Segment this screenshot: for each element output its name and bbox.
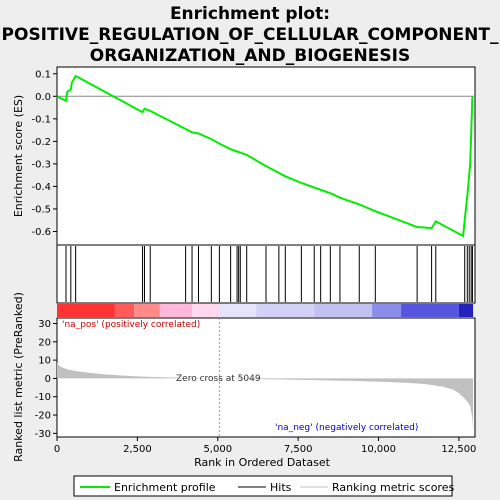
title-line-3: ORGANIZATION_AND_BIOGENESIS	[90, 46, 410, 66]
metric-y-tick-label: -20	[35, 411, 51, 422]
metric-y-tick-label: 20	[38, 337, 51, 348]
metric-y-axis: 30 20 10 0 -10 -20 -30	[35, 319, 57, 440]
zero-cross-label: Zero cross at 5049	[176, 374, 261, 384]
es-panel	[57, 67, 475, 245]
metric-y-label: Ranked list metric (PreRanked)	[12, 292, 25, 462]
es-y-tick-label: -0.3	[31, 159, 51, 170]
metric-y-tick-label: 30	[38, 319, 51, 330]
heat-bar-segment	[115, 304, 134, 317]
es-y-tick-label: -0.4	[31, 182, 51, 193]
es-y-tick-label: -0.2	[31, 137, 51, 148]
es-y-axis: 0.1 0.0 -0.1 -0.2 -0.3 -0.4 -0.5 -0.6	[31, 69, 57, 238]
rank-x-tick-label: 7,500	[284, 444, 313, 455]
negative-correlation-label: 'na_neg' (negatively correlated)	[275, 423, 418, 433]
title-line-1: Enrichment plot:	[170, 4, 330, 24]
legend-hits-label: Hits	[270, 481, 292, 494]
rank-x-tick-label: 5,000	[203, 444, 232, 455]
heat-bar-segment	[459, 304, 473, 317]
legend-enrichment-label: Enrichment profile	[114, 481, 216, 494]
heat-bar-segment	[256, 304, 314, 317]
title-line-2: POSITIVE_REGULATION_OF_CELLULAR_COMPONEN…	[2, 25, 499, 45]
heat-bar-segment	[372, 304, 401, 317]
es-y-tick-label: -0.6	[31, 227, 51, 238]
es-y-label: Enrichment score (ES)	[12, 95, 25, 217]
positive-correlation-label: 'na_pos' (positively correlated)	[62, 320, 200, 330]
metric-y-tick-label: 0	[45, 374, 51, 385]
heat-bar-segment	[314, 304, 372, 317]
x-axis-label: Rank in Ordered Dataset	[194, 456, 331, 469]
es-y-tick-label: 0.0	[35, 92, 51, 103]
legend-metric-label: Ranking metric scores	[332, 481, 454, 494]
heat-bar-segment	[134, 304, 160, 317]
rank-x-axis: 0 2,500 5,000 7,500 10,000 12,500	[54, 437, 477, 455]
metric-y-tick-label: 10	[38, 356, 51, 367]
es-y-tick-label: -0.5	[31, 204, 51, 215]
heat-bar-segment	[160, 304, 192, 317]
rank-x-tick-label: 12,500	[441, 444, 476, 455]
heat-bar-segment	[192, 304, 219, 317]
heat-bar-segment	[401, 304, 459, 317]
heat-bar-segment	[57, 304, 115, 317]
es-y-tick-label: -0.1	[31, 114, 51, 125]
rank-x-tick-label: 10,000	[361, 444, 396, 455]
rank-x-tick-label: 2,500	[123, 444, 152, 455]
metric-y-tick-label: -30	[35, 429, 51, 440]
heat-bar-segment	[219, 304, 256, 317]
es-y-tick-label: 0.1	[35, 69, 51, 80]
metric-y-tick-label: -10	[35, 392, 51, 403]
rank-x-tick-label: 0	[54, 444, 60, 455]
correlation-heat-bar	[57, 304, 473, 317]
